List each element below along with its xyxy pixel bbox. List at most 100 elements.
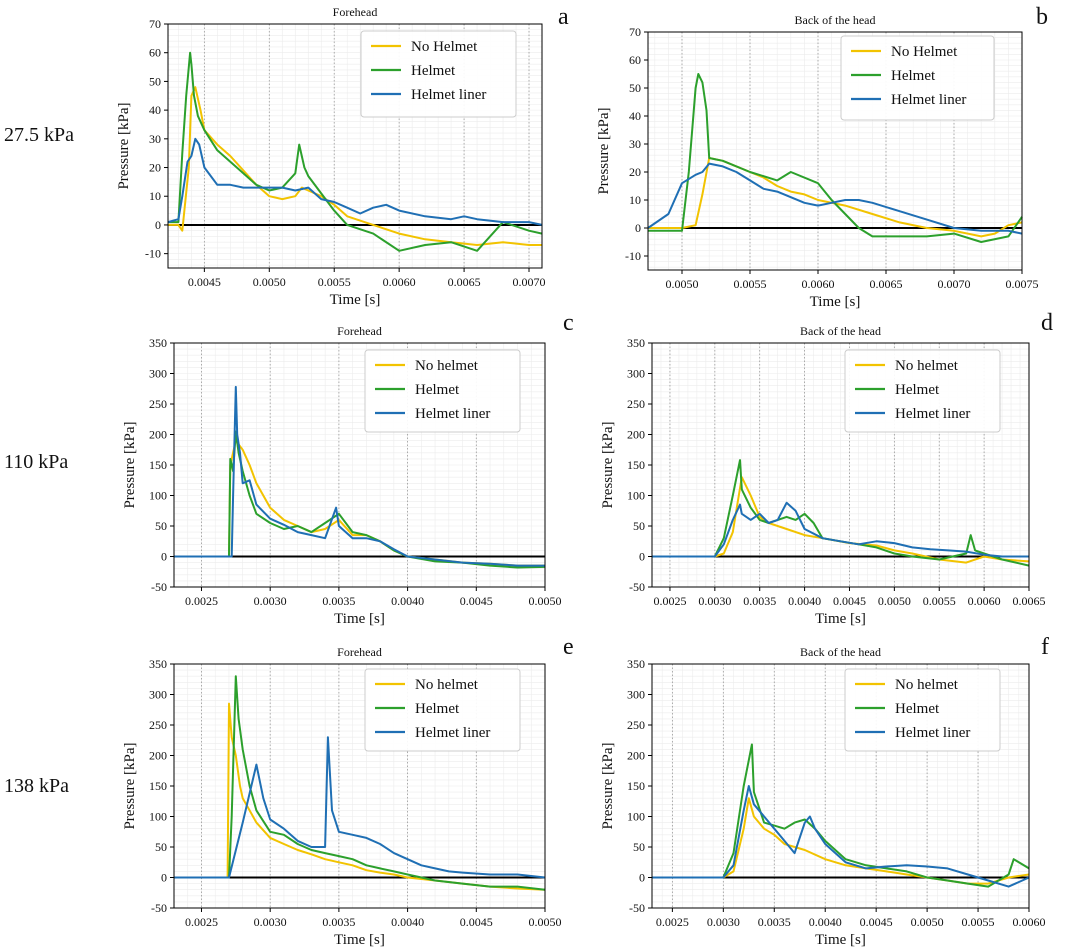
y-tick-label: 300 — [627, 688, 645, 702]
chart-panel-c: -50 0 50 100 150 200 250 300 350 0.0025 0.0030 0.00… — [122, 310, 574, 627]
y-tick-label: 0 — [639, 550, 645, 564]
x-tick-label: 0.0050 — [666, 277, 699, 291]
legend-label: No helmet — [895, 358, 959, 374]
x-tick-label: 0.0050 — [878, 594, 911, 608]
plot-frame — [167, 23, 543, 269]
y-tick-label: 50 — [155, 840, 167, 854]
x-tick-label: 0.0065 — [1013, 594, 1046, 608]
legend-label: No Helmet — [411, 39, 478, 55]
y-tick-label: 20 — [629, 165, 641, 179]
x-tick-label: 0.0045 — [188, 275, 221, 289]
y-tick-label: 350 — [149, 336, 167, 350]
x-tick-label: 0.0035 — [758, 915, 791, 929]
y-tick-label: 70 — [629, 25, 641, 39]
x-tick-label: 0.0030 — [698, 594, 731, 608]
x-tick-label: 0.0050 — [529, 915, 562, 929]
y-axis-label: Pressure [kPa] — [600, 742, 616, 829]
legend-label: Helmet — [895, 701, 940, 717]
y-tick-label: 100 — [149, 810, 167, 824]
x-tick-label: 0.0075 — [1006, 277, 1039, 291]
y-tick-label: 350 — [149, 657, 167, 671]
series-line-liner — [652, 501, 1029, 558]
panel-letter: c — [563, 310, 574, 336]
y-tick-label: 50 — [629, 81, 641, 95]
y-tick-label: 100 — [149, 489, 167, 503]
panel-letter: d — [1041, 310, 1053, 336]
y-tick-label: -10 — [625, 249, 641, 263]
series-line-liner — [174, 736, 546, 879]
panel-letter: e — [563, 634, 574, 660]
y-tick-label: 50 — [149, 74, 161, 88]
row-label-2: 110 kPa — [4, 451, 68, 473]
x-axis-label: Time [s] — [330, 292, 381, 308]
y-tick-label: 150 — [627, 458, 645, 472]
y-tick-label: 200 — [627, 749, 645, 763]
legend-label: Helmet — [895, 382, 940, 398]
legend-label: Helmet liner — [415, 406, 490, 422]
plot-frame — [647, 31, 1023, 271]
x-tick-label: 0.0030 — [254, 594, 287, 608]
y-tick-label: 0 — [639, 871, 645, 885]
series-line-liner — [647, 162, 1023, 235]
legend-label: Helmet liner — [411, 87, 486, 103]
y-tick-label: 100 — [627, 489, 645, 503]
y-tick-label: 250 — [149, 718, 167, 732]
y-tick-label: 50 — [155, 519, 167, 533]
x-tick-label: 0.0045 — [833, 594, 866, 608]
y-tick-label: 200 — [627, 428, 645, 442]
chart-panel-f: -50 0 50 100 150 200 250 300 350 0.0025 0.0030 0.00… — [600, 634, 1049, 948]
x-tick-label: 0.0045 — [460, 594, 493, 608]
chart-title: Back of the head — [795, 13, 876, 27]
x-tick-label: 0.0025 — [656, 915, 689, 929]
y-tick-label: 350 — [627, 336, 645, 350]
chart-title: Forehead — [333, 5, 378, 19]
chart-panel-b: -10 0 10 20 30 40 50 60 70 0.0050 0.0055 0.0060 0.00… — [596, 4, 1048, 310]
x-tick-label: 0.0070 — [938, 277, 971, 291]
legend-label: No helmet — [895, 677, 959, 693]
y-tick-label: 0 — [161, 550, 167, 564]
x-tick-label: 0.0055 — [923, 594, 956, 608]
x-tick-label: 0.0035 — [743, 594, 776, 608]
y-tick-label: -50 — [629, 580, 645, 594]
y-tick-label: 30 — [629, 137, 641, 151]
x-tick-label: 0.0040 — [809, 915, 842, 929]
series-line-liner — [167, 137, 543, 226]
x-tick-label: 0.0055 — [962, 915, 995, 929]
series-line-liner — [174, 385, 545, 567]
legend-box — [364, 668, 521, 752]
y-tick-label: -50 — [151, 580, 167, 594]
y-tick-label: 50 — [633, 519, 645, 533]
y-tick-label: 300 — [149, 688, 167, 702]
y-tick-label: 200 — [149, 428, 167, 442]
y-tick-label: 60 — [149, 46, 161, 60]
x-tick-label: 0.0070 — [513, 275, 546, 289]
x-axis-label: Time [s] — [815, 932, 866, 948]
row-label-3: 138 kPa — [4, 775, 69, 797]
legend-box — [844, 668, 1001, 752]
chart-panel-a: -10 0 10 20 30 40 50 60 70 0.0045 0.0050 0.0055 0.00… — [116, 4, 569, 308]
y-tick-label: 200 — [149, 749, 167, 763]
legend-label: Helmet — [891, 68, 936, 84]
x-tick-label: 0.0035 — [322, 594, 355, 608]
legend-label: Helmet liner — [415, 725, 490, 741]
series-line-helmet — [174, 675, 546, 891]
panel-letter: f — [1041, 634, 1049, 660]
x-tick-label: 0.0045 — [860, 915, 893, 929]
y-axis-label: Pressure [kPa] — [122, 742, 138, 829]
y-axis-label: Pressure [kPa] — [600, 421, 616, 508]
x-tick-label: 0.0040 — [391, 915, 424, 929]
y-tick-label: 60 — [629, 53, 641, 67]
x-axis-label: Time [s] — [815, 611, 866, 627]
y-tick-label: -50 — [151, 901, 167, 915]
y-tick-label: 40 — [149, 103, 161, 117]
series-line-helmet — [168, 51, 543, 252]
chart-title: Forehead — [337, 645, 382, 659]
y-tick-label: 250 — [149, 397, 167, 411]
legend-label: No Helmet — [891, 44, 958, 60]
y-tick-label: 10 — [629, 193, 641, 207]
y-tick-label: 250 — [627, 397, 645, 411]
y-tick-label: 20 — [149, 161, 161, 175]
x-tick-label: 0.0025 — [185, 915, 218, 929]
chart-panel-d: -50 0 50 100 150 200 250 300 350 0.0025 0.0030 0.00… — [600, 310, 1053, 627]
